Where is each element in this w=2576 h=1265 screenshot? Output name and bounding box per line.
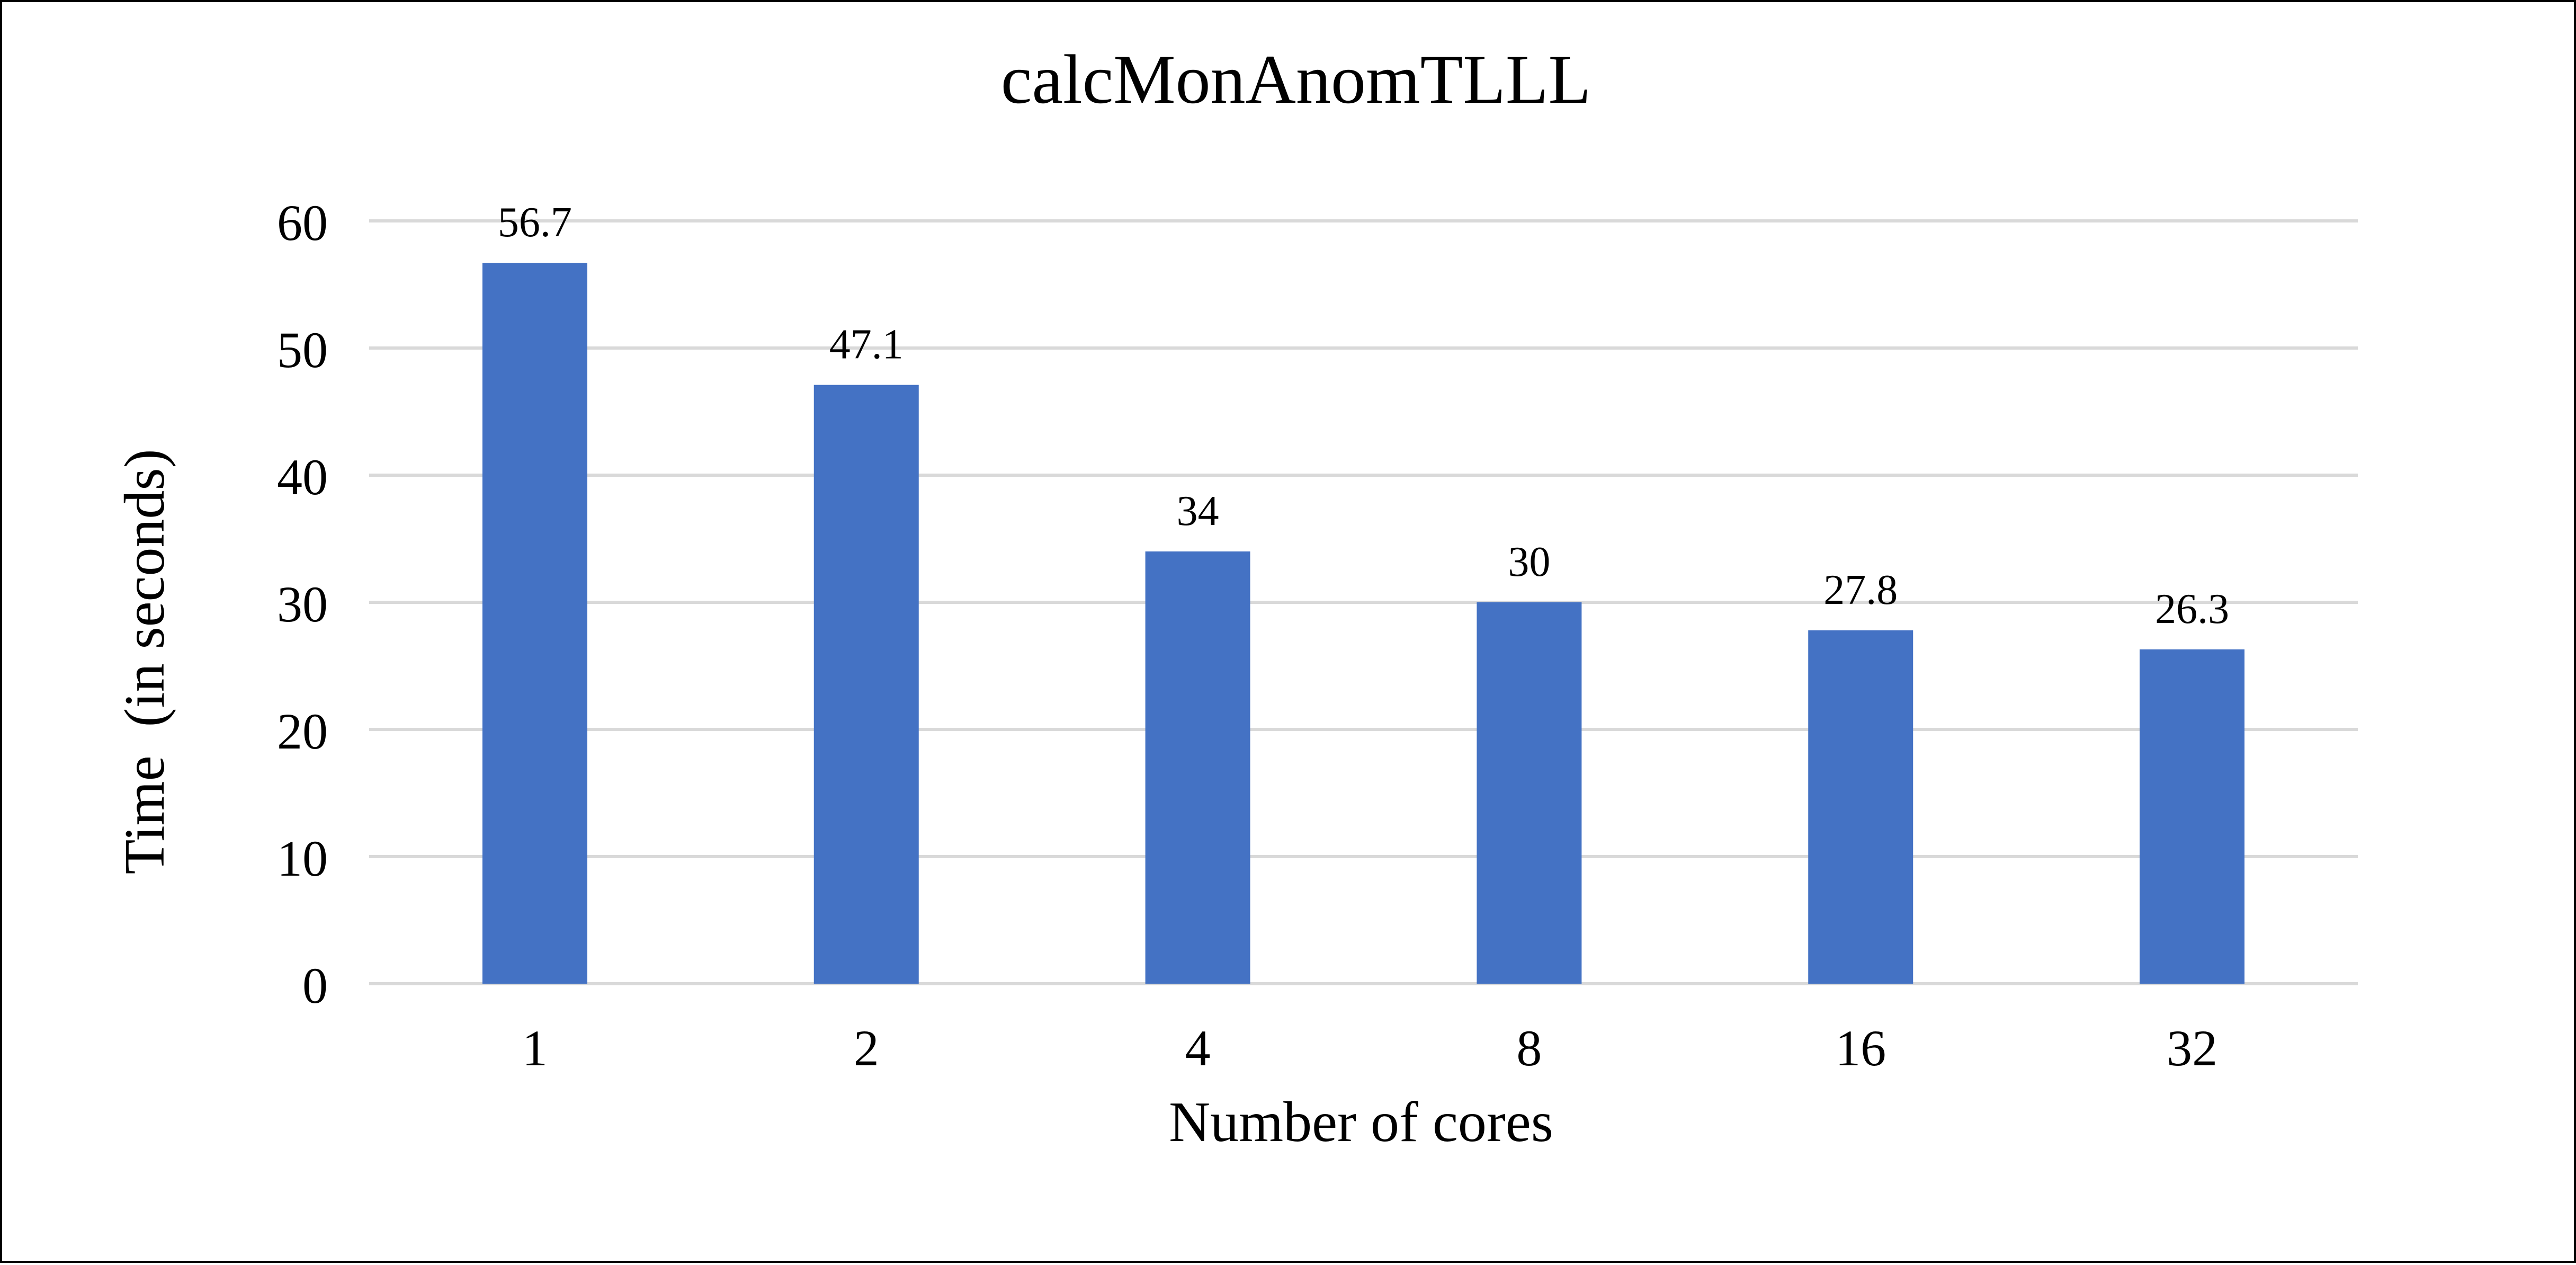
data-label: 30 <box>1508 539 1550 585</box>
y-tick-label: 20 <box>277 703 328 760</box>
data-label: 27.8 <box>1823 567 1898 613</box>
y-tick-label: 30 <box>277 576 328 632</box>
bar <box>1808 630 1913 984</box>
x-axis-label: Number of cores <box>1169 1091 1553 1154</box>
y-tick-labels: 0 10 20 30 40 50 60 <box>277 194 328 1014</box>
y-axis-label: Time (in seconds) <box>113 449 176 875</box>
x-tick-label: 32 <box>2167 1020 2217 1076</box>
data-label: 56.7 <box>498 199 572 246</box>
bars <box>482 263 2245 984</box>
bar <box>482 263 587 984</box>
y-tick-label: 60 <box>277 194 328 251</box>
bar <box>1145 551 1250 984</box>
x-tick-label: 4 <box>1185 1020 1211 1076</box>
bar <box>813 385 919 984</box>
y-tick-label: 10 <box>277 830 328 887</box>
data-label: 47.1 <box>829 322 904 368</box>
bar <box>2140 649 2245 984</box>
x-tick-label: 16 <box>1835 1020 1886 1076</box>
x-tick-labels: 1 2 4 8 16 32 <box>522 1020 2217 1076</box>
y-tick-label: 40 <box>277 449 328 505</box>
y-tick-label: 0 <box>302 957 328 1014</box>
x-tick-label: 1 <box>522 1020 548 1076</box>
data-labels: 56.7 47.1 34 30 27.8 26.3 <box>498 199 2229 632</box>
x-tick-label: 8 <box>1516 1020 1542 1076</box>
bar <box>1477 602 1582 984</box>
x-tick-label: 2 <box>854 1020 879 1076</box>
y-tick-label: 50 <box>277 322 328 378</box>
data-label: 26.3 <box>2155 586 2229 632</box>
gridlines <box>369 219 2358 985</box>
chart-title: calcMonAnomTLLL <box>1001 40 1591 118</box>
data-label: 34 <box>1177 488 1219 534</box>
